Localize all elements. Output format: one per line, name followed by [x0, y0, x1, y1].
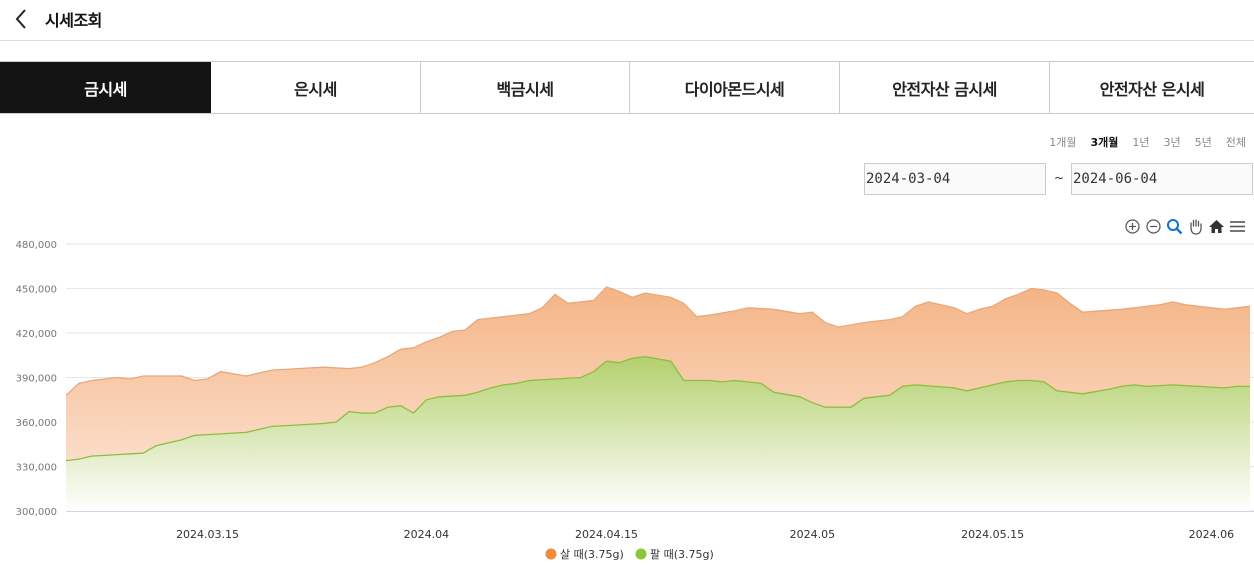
y-axis: 300,000 330,000 360,000 390,000 420,000 450,0… — [16, 240, 57, 518]
magnify-icon[interactable] — [1166, 218, 1183, 235]
zoom-in-icon[interactable] — [1124, 218, 1141, 235]
x-tick-label: 2024.05.15 — [961, 528, 1024, 541]
period-5-years[interactable]: 5년 — [1194, 136, 1212, 149]
legend-label: 살 때(3.75g) — [560, 548, 624, 561]
period-1-year[interactable]: 1년 — [1132, 136, 1150, 149]
series-line — [65, 286, 1251, 396]
y-tick-label: 300,000 — [16, 507, 57, 518]
page-title: 시세조회 — [45, 11, 102, 30]
chart-toolbar — [1124, 218, 1246, 235]
x-tick-label: 2024.06 — [1189, 528, 1235, 541]
series-area — [66, 356, 1250, 511]
period-1-month[interactable]: 1개월 — [1049, 136, 1077, 149]
x-tick-label: 2024.05 — [790, 528, 836, 541]
tab-diamond[interactable]: 다이아몬드시세 — [630, 62, 840, 113]
y-tick-label: 450,000 — [16, 285, 57, 296]
back-chevron-icon[interactable] — [14, 7, 30, 31]
metal-tabs: 금시세 은시세 백금시세 다이아몬드시세 안전자산 금시세 안전자산 은시세 — [0, 61, 1254, 114]
end-date-input[interactable] — [1071, 163, 1253, 195]
menu-icon[interactable] — [1229, 218, 1246, 235]
legend-marker — [635, 548, 647, 560]
zoom-out-icon[interactable] — [1145, 218, 1162, 235]
period-3-years[interactable]: 3년 — [1163, 136, 1181, 149]
x-axis: 2024.03.15 2024.04 2024.04.15 2024.05 2024.0… — [176, 528, 1234, 541]
date-separator: ~ — [1054, 171, 1065, 185]
legend-label: 팔 때(3.75g) — [650, 548, 714, 561]
home-icon[interactable] — [1208, 218, 1225, 235]
period-selector: 1개월 3개월 1년 3년 5년 전체 — [1049, 134, 1246, 150]
legend-marker — [545, 548, 557, 560]
tab-platinum[interactable]: 백금시세 — [421, 62, 630, 113]
chart-legend: 살 때(3.75g) 팔 때(3.75g) — [545, 548, 714, 561]
y-tick-label: 480,000 — [16, 240, 57, 251]
tab-gold[interactable]: 금시세 — [0, 62, 211, 113]
chart-gridlines — [66, 243, 1254, 512]
y-tick-label: 330,000 — [16, 463, 57, 474]
period-3-months[interactable]: 3개월 — [1090, 136, 1119, 149]
y-tick-label: 390,000 — [16, 374, 57, 385]
tab-safe-asset-gold[interactable]: 안전자산 금시세 — [840, 62, 1050, 113]
series-area — [66, 287, 1250, 511]
y-tick-label: 420,000 — [16, 329, 57, 340]
start-date-input[interactable] — [864, 163, 1046, 195]
period-all[interactable]: 전체 — [1225, 136, 1246, 149]
series-line — [65, 356, 1250, 462]
tab-safe-asset-silver[interactable]: 안전자산 은시세 — [1099, 79, 1205, 99]
y-tick-label: 360,000 — [16, 418, 57, 429]
x-tick-label: 2024.04 — [404, 528, 450, 541]
x-tick-label: 2024.03.15 — [176, 528, 239, 541]
top-bar: 시세조회 — [0, 0, 1254, 41]
chart-series — [65, 286, 1251, 511]
x-tick-label: 2024.04.15 — [575, 528, 638, 541]
tab-silver[interactable]: 은시세 — [211, 62, 421, 113]
pan-hand-icon[interactable] — [1187, 218, 1204, 235]
